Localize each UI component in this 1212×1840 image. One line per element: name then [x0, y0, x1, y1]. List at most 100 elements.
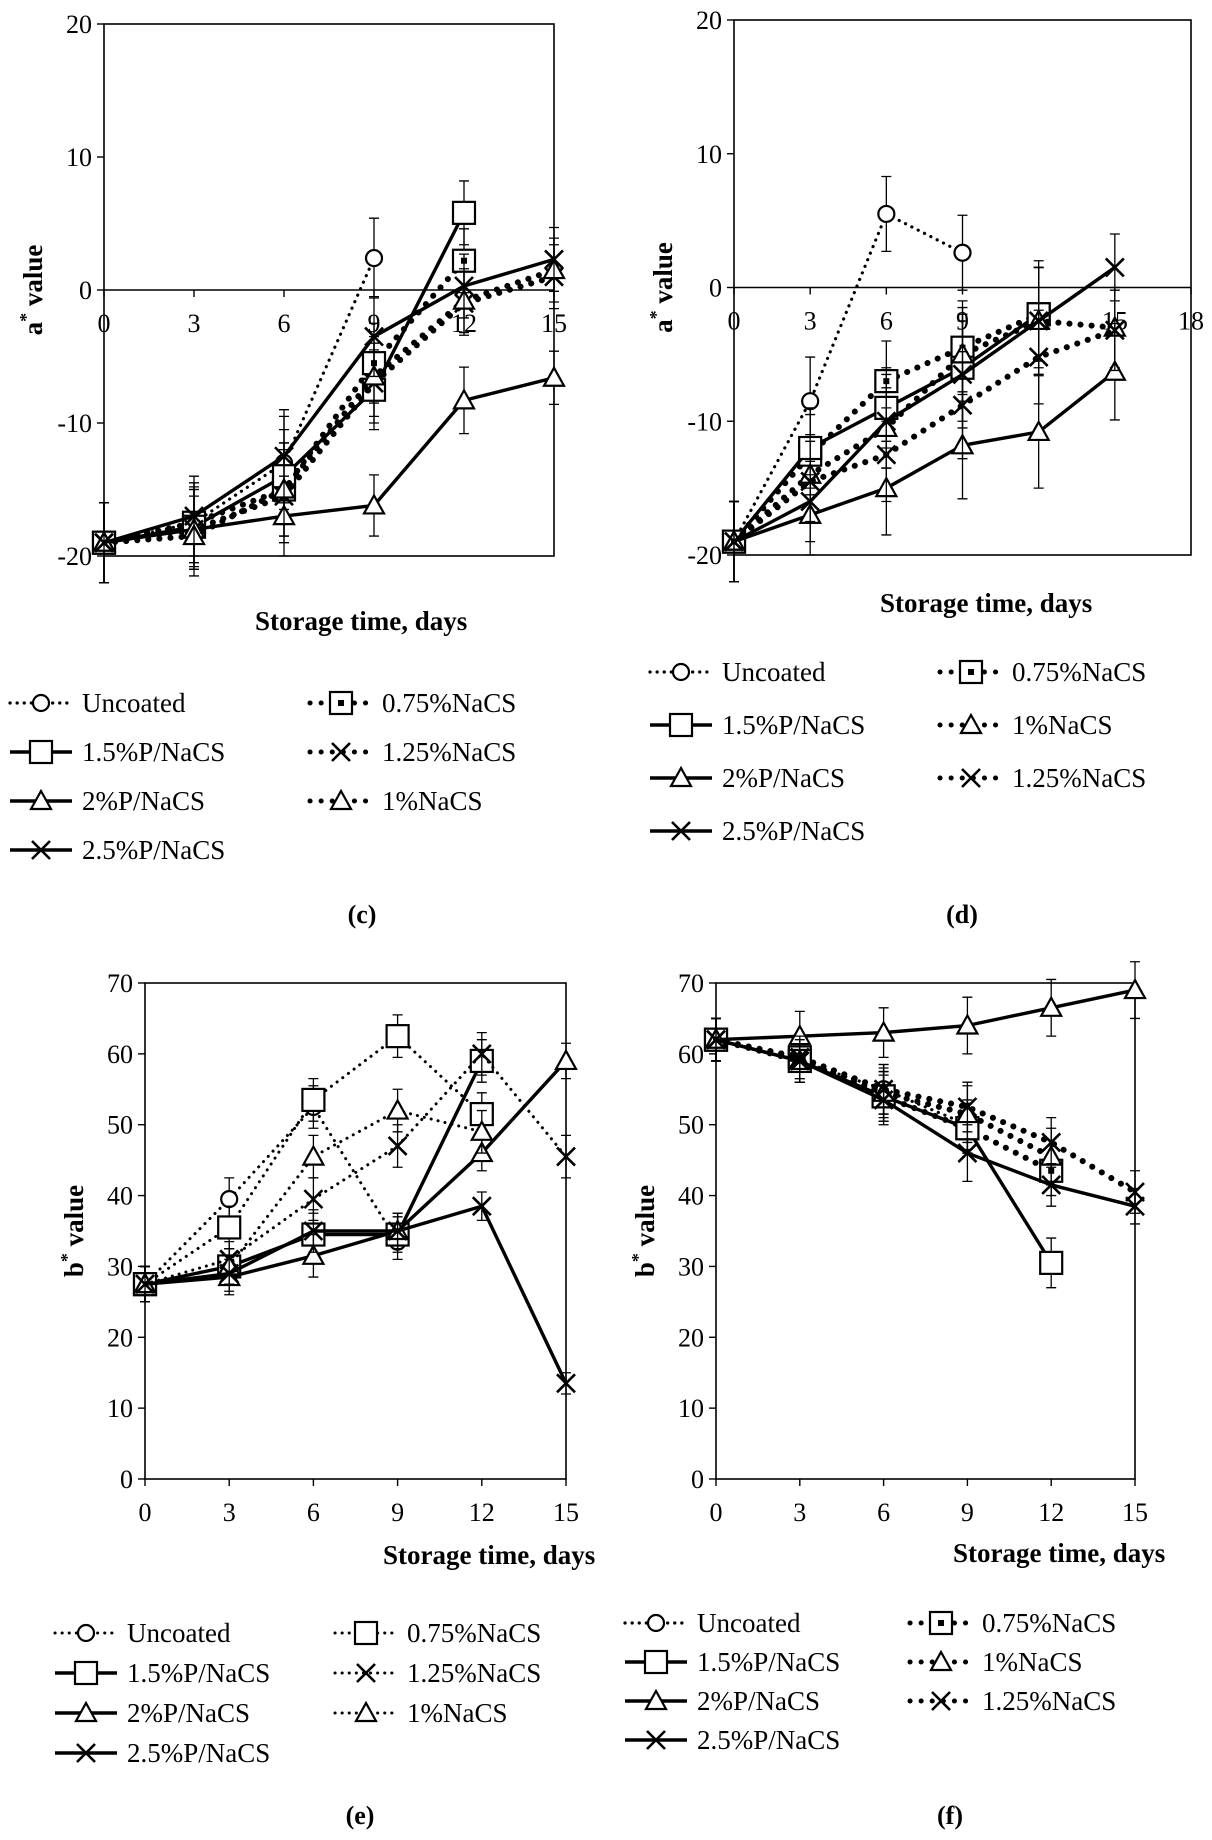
y-tick-label: 20: [107, 1323, 133, 1352]
legend-swatch-marker: [961, 768, 981, 788]
y-axis-title-rest: value: [630, 1185, 660, 1253]
y-tick-label: -10: [57, 409, 92, 438]
legend-item-0-75pctnacs: 0.75%NaCS: [307, 688, 516, 718]
legend-item-2pctp-nacs: 2%P/NaCS: [625, 1686, 820, 1716]
y-axis-title-base: b: [59, 1262, 89, 1277]
data-point: [1125, 1196, 1145, 1217]
x-tick-label: 9: [391, 1498, 404, 1527]
series-line: [143, 1109, 484, 1286]
x-tick-label: 3: [188, 309, 201, 338]
series-line: [715, 988, 1136, 1042]
y-tick-label: 50: [678, 1111, 704, 1140]
y-axis-title-sup: *: [16, 313, 36, 322]
y-axis-title-sup: *: [628, 1253, 648, 1262]
series-2-5pctp-nacs: [94, 226, 564, 584]
series-line: [103, 257, 555, 545]
legend-swatch-marker: [328, 690, 354, 716]
data-point: [301, 1087, 326, 1113]
legend-swatch-marker-box: [73, 1660, 99, 1686]
y-tick-label: 40: [107, 1182, 133, 1211]
data-point: [871, 1020, 896, 1042]
series-line: [143, 1052, 568, 1286]
data-point: [789, 1051, 810, 1071]
legend-item-2pctp-nacs: 2%P/NaCS: [650, 763, 845, 793]
legend-label: 1.5%P/NaCS: [82, 737, 225, 767]
y-tick-label: 70: [107, 969, 133, 998]
y-axis-title-rest: value: [18, 245, 48, 313]
legend-label: 0.75%NaCS: [1012, 657, 1146, 687]
data-point: [362, 493, 386, 515]
data-point: [554, 1048, 578, 1071]
y-tick-label: 20: [696, 6, 722, 35]
y-axis-title: b* value: [57, 1185, 89, 1277]
data-point: [801, 392, 820, 411]
legend-swatch-marker: [928, 1610, 954, 1636]
y-axis-title-base: b: [630, 1262, 660, 1277]
y-tick-label: 10: [66, 143, 92, 172]
data-point: [542, 365, 566, 387]
data-point-box: [217, 1215, 242, 1240]
x-tick-label: 12: [469, 1498, 495, 1527]
data-point: [217, 1215, 242, 1240]
data-point: [955, 1013, 980, 1035]
legend-label: 2%P/NaCS: [82, 786, 205, 816]
legend-item-2-5pctp-nacs: 2.5%P/NaCS: [10, 835, 225, 865]
x-tick-label: 6: [278, 309, 291, 338]
x-tick-label: 9: [961, 1498, 974, 1527]
legend-swatch-marker-box: [353, 1620, 379, 1646]
legend-label: 2.5%P/NaCS: [697, 1725, 840, 1755]
legend-item-0-75pctnacs: 0.75%NaCS: [937, 657, 1146, 687]
legend-label: 0.75%NaCS: [407, 1618, 541, 1648]
y-axis-title-base: a: [18, 321, 48, 335]
y-axis-title-rest: value: [648, 242, 678, 310]
legend-swatch-marker: [671, 821, 691, 841]
legend-item-2-5pctp-nacs: 2.5%P/NaCS: [55, 1738, 270, 1768]
legend-swatch-marker: [646, 1613, 666, 1633]
legend-swatch-marker-dot: [968, 669, 974, 675]
data-point-box: [301, 1087, 326, 1113]
series-2pctp-nacs: [704, 961, 1147, 1062]
legend-label: 0.75%NaCS: [382, 688, 516, 718]
legend-label: 1.5%P/NaCS: [697, 1647, 840, 1677]
data-point-box: [451, 200, 477, 225]
y-axis-title: b* value: [628, 1185, 660, 1277]
y-axis-title: a* value: [646, 242, 678, 333]
chart-e: 0 10 20 30 40 50 60 70 0 3 6 9 12 15 b* value Storage t…: [53, 969, 595, 1830]
legend-swatch-marker: [76, 1623, 96, 1643]
y-tick-label: -10: [687, 407, 722, 436]
legend-item-2-5pctp-nacs: 2.5%P/NaCS: [650, 816, 865, 846]
y-tick-label: 10: [678, 1394, 704, 1423]
data-point: [451, 200, 477, 225]
series-1-25pctnacs: [724, 289, 1125, 583]
legend-item-1-5pctp-nacs: 1.5%P/NaCS: [10, 737, 225, 767]
series-0-75pctnacs: [132, 1014, 494, 1303]
legend-swatch-marker: [29, 788, 53, 811]
data-point: [1026, 419, 1051, 442]
legend-label: 2%P/NaCS: [697, 1686, 820, 1716]
y-tick-label: 0: [709, 274, 722, 303]
data-point: [469, 1119, 494, 1141]
legend-label: Uncoated: [722, 657, 826, 687]
legend-item-1pctnacs: 1%NaCS: [937, 710, 1113, 740]
data-point: [220, 1190, 239, 1209]
legend-label: Uncoated: [82, 688, 186, 718]
x-tick-label: 0: [710, 1498, 723, 1527]
legend-label: Uncoated: [697, 1608, 801, 1638]
legend-item-2-5pctp-nacs: 2.5%P/NaCS: [625, 1725, 840, 1755]
y-tick-label: 20: [678, 1323, 704, 1352]
legend-swatch-marker-dot: [938, 1620, 944, 1626]
legend-swatch-marker: [931, 1691, 951, 1711]
x-tick-label: 6: [877, 1498, 890, 1527]
legend-swatch-marker: [73, 1660, 99, 1686]
legend-swatch-marker: [31, 840, 51, 860]
legend-swatch-marker: [353, 1620, 379, 1646]
legend-swatch-marker: [646, 1730, 666, 1750]
x-tick-label: 15: [541, 309, 567, 338]
legend-item-1-25pctnacs: 1.25%NaCS: [333, 1658, 541, 1688]
data-point: [219, 1263, 240, 1284]
legend-item-2pctp-nacs: 2%P/NaCS: [10, 786, 205, 816]
data-point: [1039, 995, 1064, 1017]
legend-item-1pctnacs: 1%NaCS: [907, 1647, 1083, 1677]
legend-swatch-marker-box: [668, 712, 694, 738]
